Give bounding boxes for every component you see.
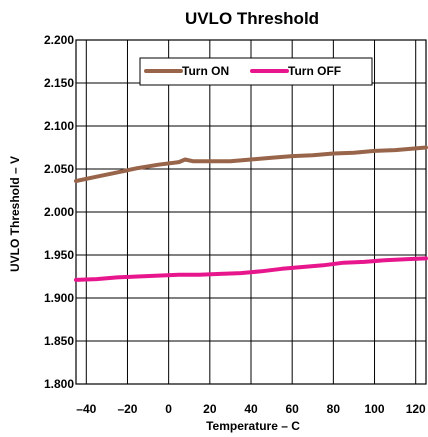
y-tick-label: 2.000 <box>44 205 74 219</box>
y-axis-label: UVLO Threshold – V <box>8 156 22 272</box>
legend: Turn ON Turn OFF <box>139 57 373 86</box>
y-tick-label: 2.150 <box>44 76 74 90</box>
x-tick-label: –40 <box>76 402 96 416</box>
y-tick-label: 1.850 <box>44 334 74 348</box>
x-tick-label: 40 <box>244 402 258 416</box>
x-tick-label: 0 <box>165 402 172 416</box>
x-tick-label: 120 <box>406 402 426 416</box>
x-tick-label: 60 <box>285 402 299 416</box>
y-tick-labels: 1.800 1.850 1.900 1.950 2.000 2.050 2.100 2.150… <box>44 33 74 391</box>
y-tick-label: 1.800 <box>44 377 74 391</box>
x-tick-label: 80 <box>327 402 341 416</box>
x-tick-label: 20 <box>203 402 217 416</box>
legend-label-turn-off: Turn OFF <box>288 64 341 78</box>
y-tick-label: 2.200 <box>44 33 74 47</box>
x-tick-label: –20 <box>117 402 137 416</box>
x-tick-labels: –40 –20 0 20 40 60 80 100 120 <box>76 402 426 416</box>
chart-title: UVLO Threshold <box>185 9 319 28</box>
plot-area <box>75 39 427 385</box>
legend-label-turn-on: Turn ON <box>182 64 229 78</box>
y-tick-label: 1.950 <box>44 248 74 262</box>
data-series <box>74 145 428 282</box>
y-tick-label: 2.050 <box>44 162 74 176</box>
series-line-turn-on <box>74 145 428 183</box>
y-tick-label: 1.900 <box>44 291 74 305</box>
x-axis-label: Temperature – C <box>206 419 300 433</box>
y-tick-label: 2.100 <box>44 119 74 133</box>
x-tick-label: 100 <box>365 402 385 416</box>
grid-lines <box>76 40 426 384</box>
series-line-turn-off <box>74 256 428 282</box>
